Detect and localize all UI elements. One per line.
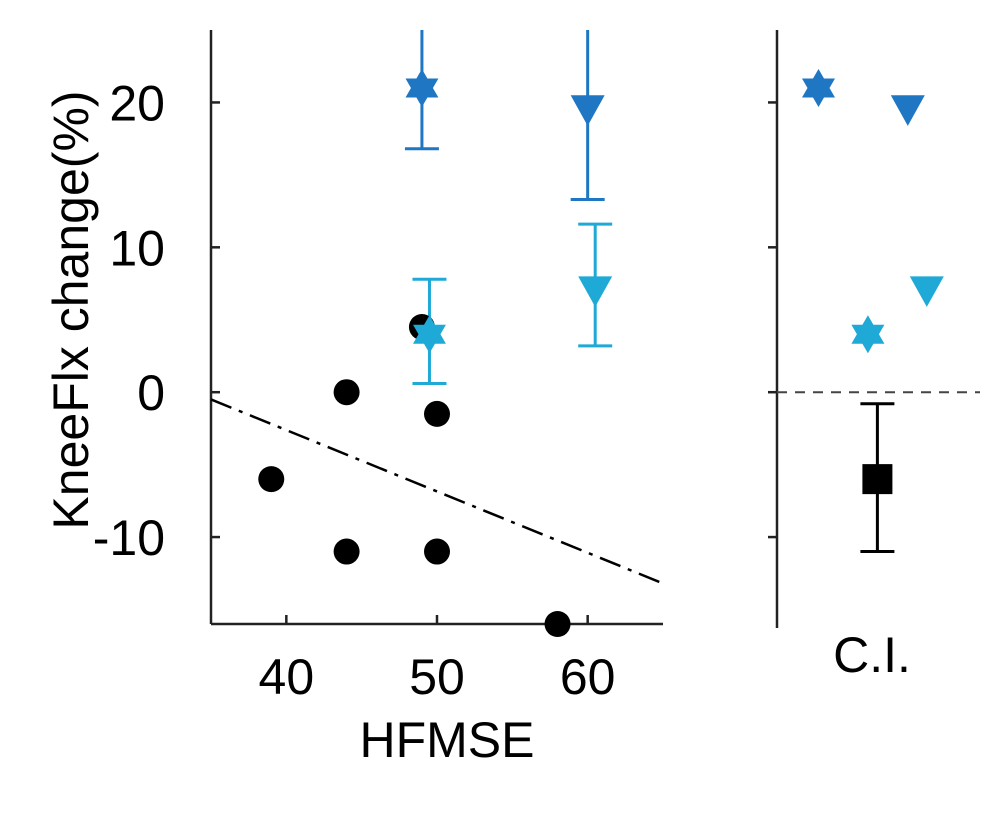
ci-point-square-4-0 [862,464,893,495]
ci-point-star-0-0 [802,69,835,107]
ci-point-star-2-0-tri-down [851,324,885,354]
y-tick-label: -10 [93,510,165,566]
x-tick-label: 40 [259,649,315,705]
ci-plot [768,30,980,628]
y-tick-label: 10 [109,220,165,276]
main-plot: -10 0 10 20 40 50 60 [93,30,664,705]
data-point-circle-0-4 [424,400,450,427]
x-tick-label: 60 [560,649,616,705]
data-point-star-3-0-tri-down [413,324,446,354]
ci-point-triangle-down-3-0 [909,276,944,307]
data-point-circle-0-6 [544,611,571,637]
ci-point-star-2-0 [851,315,885,354]
data-point-star-1-0 [405,69,439,107]
x-tick-label: 50 [409,649,465,705]
data-point-circle-0-1 [333,379,360,406]
data-point-star-1-0-tri-down [405,78,439,107]
x-axis-label: HFMSE [360,712,535,768]
y-tick-label: 0 [137,365,165,421]
data-point-triangle-down-2-0 [570,95,605,126]
data-point-triangle-down-4-0 [578,276,613,307]
ci-point-triangle-down-1-0 [890,95,925,126]
ci-axis-label: C.I. [833,627,911,683]
data-point-circle-0-5 [424,538,450,565]
ci-point-star-0-0-tri-down [802,78,835,107]
data-point-star-3-0 [413,315,446,354]
y-tick-label: 20 [109,75,165,131]
data-point-circle-0-0 [258,466,285,493]
data-point-circle-0-2 [333,538,360,565]
y-axis-label: KneeFlx change(%) [43,90,99,529]
